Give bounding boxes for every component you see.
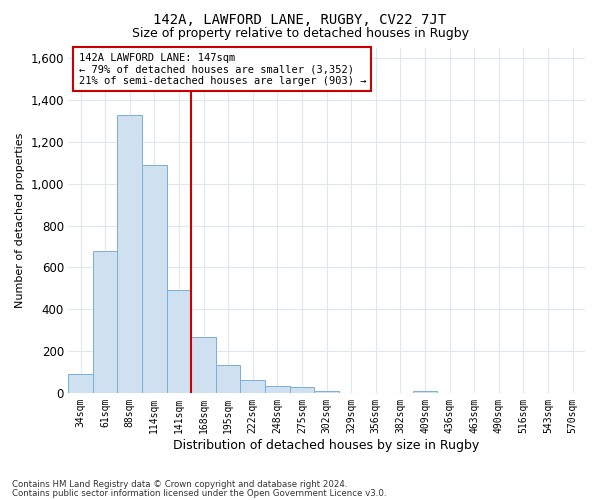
Text: 142A LAWFORD LANE: 147sqm
← 79% of detached houses are smaller (3,352)
21% of se: 142A LAWFORD LANE: 147sqm ← 79% of detac… — [79, 52, 366, 86]
Bar — [413, 390, 437, 393]
Bar — [314, 390, 339, 393]
Bar — [167, 290, 191, 393]
Text: Contains public sector information licensed under the Open Government Licence v3: Contains public sector information licen… — [12, 488, 386, 498]
Bar — [265, 386, 290, 393]
Bar — [290, 387, 314, 393]
Text: Size of property relative to detached houses in Rugby: Size of property relative to detached ho… — [131, 28, 469, 40]
Bar — [118, 114, 142, 393]
Bar — [93, 250, 118, 393]
Bar — [241, 380, 265, 393]
Text: Contains HM Land Registry data © Crown copyright and database right 2024.: Contains HM Land Registry data © Crown c… — [12, 480, 347, 489]
Bar — [68, 374, 93, 393]
X-axis label: Distribution of detached houses by size in Rugby: Distribution of detached houses by size … — [173, 440, 480, 452]
Y-axis label: Number of detached properties: Number of detached properties — [15, 132, 25, 308]
Bar — [216, 365, 241, 393]
Text: 142A, LAWFORD LANE, RUGBY, CV22 7JT: 142A, LAWFORD LANE, RUGBY, CV22 7JT — [154, 12, 446, 26]
Bar — [142, 165, 167, 393]
Bar — [191, 336, 216, 393]
